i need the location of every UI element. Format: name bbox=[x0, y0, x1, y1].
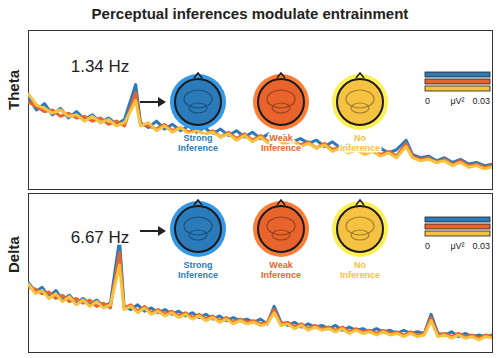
svg-text:WeakInference: WeakInference bbox=[261, 260, 301, 280]
svg-text:StrongInference: StrongInference bbox=[178, 133, 218, 153]
svg-text:0.03: 0.03 bbox=[472, 241, 490, 251]
svg-text:0: 0 bbox=[425, 241, 430, 251]
svg-text:Theta: Theta bbox=[5, 69, 22, 110]
svg-text:6.67 Hz: 6.67 Hz bbox=[71, 228, 130, 247]
svg-text:WeakInference: WeakInference bbox=[261, 133, 301, 153]
svg-text:μV²: μV² bbox=[450, 241, 464, 251]
svg-text:Delta: Delta bbox=[5, 236, 22, 273]
svg-text:0: 0 bbox=[425, 96, 430, 106]
svg-text:0.03: 0.03 bbox=[472, 96, 490, 106]
svg-text:μV²: μV² bbox=[450, 96, 464, 106]
svg-text:StrongInference: StrongInference bbox=[178, 260, 218, 280]
svg-text:NoInference: NoInference bbox=[340, 133, 380, 153]
svg-text:NoInference: NoInference bbox=[340, 260, 380, 280]
svg-text:1.34 Hz: 1.34 Hz bbox=[71, 57, 130, 76]
html-text:Perceptual inferences modulate: Perceptual inferences modulate entrainme… bbox=[91, 5, 409, 22]
